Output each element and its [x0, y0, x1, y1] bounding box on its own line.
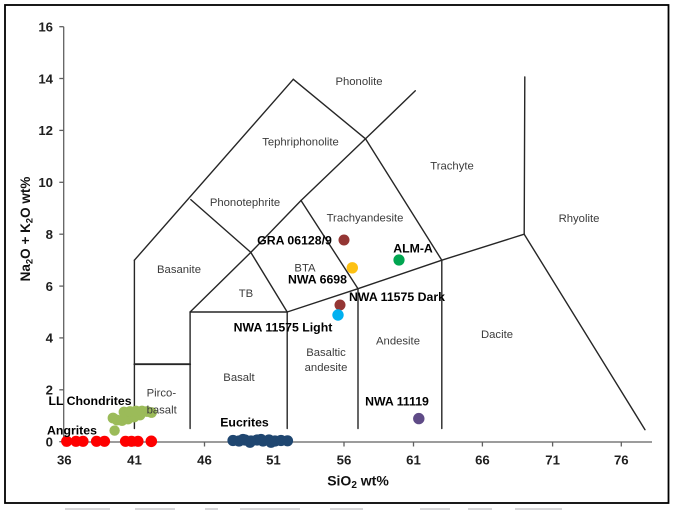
svg-text:16: 16 [38, 20, 53, 35]
svg-text:Dacite: Dacite [481, 329, 513, 341]
svg-text:Basaltic: Basaltic [306, 347, 346, 359]
svg-text:Basanite: Basanite [157, 264, 201, 276]
svg-text:56: 56 [337, 453, 352, 468]
svg-text:basalt: basalt [147, 405, 178, 417]
svg-text:Phonolite: Phonolite [335, 76, 382, 88]
svg-text:36: 36 [57, 453, 72, 468]
svg-text:ALM-A: ALM-A [393, 242, 433, 256]
svg-text:76: 76 [614, 453, 629, 468]
svg-text:10: 10 [38, 175, 53, 190]
svg-text:8: 8 [46, 227, 53, 242]
svg-text:Rhyolite: Rhyolite [559, 213, 600, 225]
svg-text:NWA 11119: NWA 11119 [365, 395, 429, 409]
svg-text:NWA 6698: NWA 6698 [288, 272, 347, 286]
svg-text:Pirco-: Pirco- [147, 387, 177, 399]
svg-text:4: 4 [46, 331, 54, 346]
svg-text:14: 14 [38, 71, 53, 86]
svg-text:12: 12 [38, 123, 53, 138]
svg-text:Na2O + K2O wt%: Na2O + K2O wt% [18, 177, 36, 282]
svg-text:0: 0 [46, 435, 53, 450]
svg-text:61: 61 [406, 453, 421, 468]
svg-text:Andesite: Andesite [376, 336, 420, 348]
svg-text:TB: TB [239, 288, 253, 300]
svg-text:BTA: BTA [294, 263, 316, 275]
svg-text:Basalt: Basalt [223, 372, 255, 384]
svg-text:Tephriphonolite: Tephriphonolite [262, 137, 339, 149]
svg-text:41: 41 [127, 453, 142, 468]
svg-text:6: 6 [46, 279, 53, 294]
svg-text:51: 51 [266, 453, 281, 468]
svg-text:LL Chondrites: LL Chondrites [48, 394, 131, 408]
svg-text:SiO2 wt%: SiO2 wt% [327, 473, 389, 492]
svg-text:Angrites: Angrites [47, 424, 97, 438]
svg-text:Phonotephrite: Phonotephrite [210, 197, 280, 209]
svg-text:66: 66 [475, 453, 490, 468]
svg-text:GRA 06128/9: GRA 06128/9 [257, 234, 332, 248]
svg-text:Trachyandesite: Trachyandesite [327, 213, 404, 225]
svg-text:NWA 11575 Dark: NWA 11575 Dark [349, 290, 445, 304]
svg-text:2: 2 [46, 383, 53, 398]
svg-text:andesite: andesite [305, 362, 348, 374]
svg-text:NWA 11575 Light: NWA 11575 Light [234, 321, 333, 335]
svg-text:46: 46 [197, 453, 212, 468]
svg-text:Trachyte: Trachyte [430, 161, 474, 173]
svg-text:71: 71 [545, 453, 560, 468]
svg-text:Eucrites: Eucrites [220, 416, 269, 430]
